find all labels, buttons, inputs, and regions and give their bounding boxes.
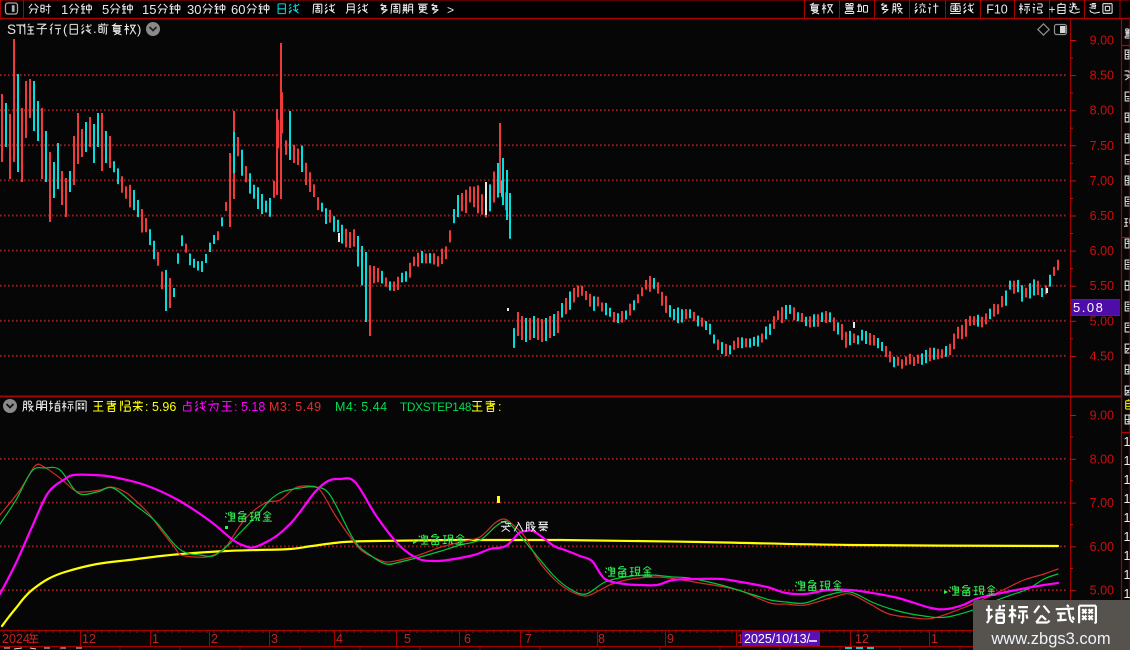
svg-text:.: . — [93, 21, 97, 36]
svg-text:M4: 5.44: M4: 5.44 — [335, 400, 388, 414]
svg-text:12: 12 — [82, 632, 96, 646]
svg-text:8.50: 8.50 — [1090, 69, 1114, 83]
svg-text:1: 1 — [1124, 549, 1130, 563]
svg-text:1: 1 — [1124, 530, 1130, 544]
svg-text:F10: F10 — [986, 3, 1008, 17]
svg-text:60: 60 — [231, 2, 245, 17]
svg-text:1: 1 — [1124, 511, 1130, 525]
svg-text:9.00: 9.00 — [1090, 409, 1114, 423]
svg-text:3: 3 — [271, 632, 278, 646]
svg-text:12: 12 — [855, 632, 869, 646]
svg-text:8: 8 — [598, 632, 605, 646]
svg-text:6.00: 6.00 — [1090, 540, 1114, 554]
svg-text:1: 1 — [1124, 473, 1130, 487]
svg-text:4: 4 — [336, 632, 343, 646]
svg-text:8.00: 8.00 — [1090, 452, 1114, 466]
svg-text:5.00: 5.00 — [1090, 314, 1114, 328]
svg-text:6: 6 — [464, 632, 471, 646]
svg-text:5.00: 5.00 — [1090, 584, 1114, 598]
svg-text:30: 30 — [187, 2, 201, 17]
svg-text:www.zbgs3.com: www.zbgs3.com — [990, 630, 1110, 648]
svg-text:1: 1 — [1124, 587, 1130, 601]
svg-text:7.00: 7.00 — [1090, 496, 1114, 510]
svg-text:1: 1 — [1124, 568, 1130, 582]
svg-text:1: 1 — [152, 632, 159, 646]
svg-text:+: + — [1049, 3, 1056, 17]
svg-text:7: 7 — [525, 632, 532, 646]
svg-text:M3: 5.49: M3: 5.49 — [269, 400, 322, 414]
svg-text:1: 1 — [1124, 454, 1130, 468]
svg-text:: 5.96: : 5.96 — [145, 400, 176, 414]
svg-text:6.50: 6.50 — [1090, 209, 1114, 223]
svg-text:: 5.18: : 5.18 — [234, 400, 265, 414]
svg-text:9.00: 9.00 — [1090, 34, 1114, 48]
svg-text:1: 1 — [1124, 492, 1130, 506]
svg-text:7.00: 7.00 — [1090, 174, 1114, 188]
svg-text:1: 1 — [61, 2, 68, 17]
svg-text:(: ( — [63, 22, 68, 37]
svg-text:5.50: 5.50 — [1090, 279, 1114, 293]
svg-text:ST: ST — [7, 22, 24, 37]
svg-text:15: 15 — [142, 2, 156, 17]
svg-text::: : — [498, 400, 501, 414]
svg-text:1: 1 — [931, 632, 938, 646]
svg-text:): ) — [137, 22, 141, 37]
svg-text:2: 2 — [211, 632, 218, 646]
svg-text:4.50: 4.50 — [1090, 349, 1114, 363]
svg-text:1: 1 — [1124, 435, 1130, 449]
svg-text:>: > — [447, 3, 454, 17]
svg-text:9: 9 — [667, 632, 674, 646]
svg-text:1: 1 — [737, 632, 744, 646]
svg-text:5: 5 — [404, 632, 411, 646]
svg-text:TDXSTEP148:: TDXSTEP148: — [400, 400, 474, 414]
svg-text:5: 5 — [102, 2, 109, 17]
svg-text:5.08: 5.08 — [1073, 300, 1104, 315]
svg-text:6.00: 6.00 — [1090, 244, 1114, 258]
svg-text:2024: 2024 — [2, 632, 30, 646]
svg-text:8.00: 8.00 — [1090, 104, 1114, 118]
svg-text:7.50: 7.50 — [1090, 139, 1114, 153]
svg-text:2025/10/13/: 2025/10/13/ — [744, 632, 811, 646]
